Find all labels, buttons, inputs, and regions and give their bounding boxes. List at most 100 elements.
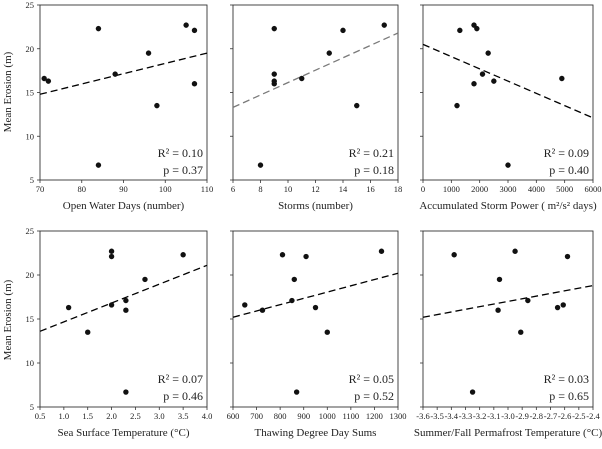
x-tick-label: 1300 <box>390 411 407 421</box>
data-point <box>560 302 566 308</box>
data-point <box>471 81 477 87</box>
data-point <box>505 162 511 168</box>
data-point <box>525 297 531 304</box>
y-tick-label: 25 <box>26 0 35 10</box>
x-tick-label: 16 <box>366 184 375 194</box>
x-tick-label: -3.3 <box>459 411 472 421</box>
data-point <box>474 25 480 32</box>
x-tick-label: 1000 <box>319 411 336 421</box>
x-tick-label: 1.0 <box>59 411 70 421</box>
data-point <box>271 25 277 32</box>
x-tick-label: 3000 <box>500 184 517 194</box>
p-value-label: p = 0.52 <box>354 389 394 403</box>
x-tick-label: 3.5 <box>178 411 189 421</box>
x-tick-label: 3.0 <box>154 411 165 421</box>
data-point <box>312 304 319 311</box>
panel-4: 0.5 1.0 1.5 2.0 2.5 3.0 3.5 4.0 5 10 15 20 25 R² = 0.… <box>26 226 213 439</box>
data-point <box>564 253 571 260</box>
y-tick-label: 5 <box>30 402 34 412</box>
x-tick-label: 0 <box>421 184 425 194</box>
trendline <box>39 52 208 95</box>
p-value-label: p = 0.37 <box>163 163 203 177</box>
y-axis-title-top-row: Mean Erosion (m) <box>2 51 14 132</box>
y-axis-title-bottom-row: Mean Erosion (m) <box>2 279 14 360</box>
data-point <box>354 102 360 109</box>
data-point <box>324 329 330 335</box>
x-tick-label: 5000 <box>556 184 573 194</box>
data-point <box>191 27 198 34</box>
p-value-label: p = 0.40 <box>549 163 589 177</box>
x-axis-title: Open Water Days (number) <box>63 200 185 212</box>
data-point <box>559 75 565 82</box>
trendline <box>232 32 399 108</box>
data-point <box>303 253 309 260</box>
data-point <box>479 71 486 77</box>
data-point <box>495 307 501 313</box>
y-tick-label: 10 <box>26 131 35 141</box>
r-squared-label: R² = 0.09 <box>544 146 589 160</box>
data-point <box>108 253 115 260</box>
data-point <box>123 297 129 304</box>
x-tick-label: -3.1 <box>487 411 500 421</box>
x-tick-label: 100 <box>159 184 172 194</box>
y-tick-label: 5 <box>30 175 34 185</box>
data-point <box>154 102 160 109</box>
x-tick-label: 0.5 <box>35 411 46 421</box>
trendline <box>39 264 208 332</box>
x-tick-label: -2.7 <box>544 411 557 421</box>
data-point <box>257 162 264 168</box>
data-point <box>95 162 102 168</box>
data-point <box>299 75 305 82</box>
x-tick-label: 6 <box>231 184 235 194</box>
x-tick-label: 600 <box>227 411 240 421</box>
y-tick-label: 20 <box>26 270 35 280</box>
data-point <box>518 329 524 335</box>
data-point <box>457 27 463 34</box>
x-axis-title: Accumulated Storm Power ( m²/s² days) <box>419 200 597 212</box>
data-point <box>496 276 503 283</box>
x-tick-label: 1.5 <box>82 411 93 421</box>
x-tick-label: 800 <box>274 411 287 421</box>
x-axis-title: Summer/Fall Permafrost Temperature (°C) <box>414 427 602 439</box>
p-value-label: p = 0.65 <box>549 389 589 403</box>
x-axis-title: Thawing Degree Day Sums <box>255 427 377 439</box>
data-point <box>183 22 189 28</box>
panel-2: 6 8 10 12 14 16 18 R² = 0.21 p = 0.18 Storms (num… <box>230 4 402 212</box>
data-point <box>381 22 387 28</box>
x-tick-label: 70 <box>36 184 45 194</box>
x-tick-label: 4000 <box>528 184 545 194</box>
r-squared-label: R² = 0.10 <box>158 146 203 160</box>
y-tick-label: 20 <box>26 44 35 54</box>
data-point <box>469 389 476 395</box>
x-tick-label: 2.0 <box>106 411 117 421</box>
y-tick-label: 15 <box>26 314 35 324</box>
data-point <box>378 248 385 254</box>
r-squared-label: R² = 0.21 <box>349 146 394 160</box>
p-value-label: p = 0.18 <box>354 163 394 177</box>
data-point <box>259 307 266 313</box>
x-tick-label: -3.6 <box>416 411 429 421</box>
x-tick-label: 900 <box>297 411 310 421</box>
data-point <box>340 27 346 34</box>
x-tick-label: 1200 <box>366 411 383 421</box>
x-axis-title: Sea Surface Temperature (°C) <box>57 427 189 439</box>
data-point <box>142 276 148 283</box>
x-tick-label: 10 <box>284 184 293 194</box>
data-point <box>289 297 295 304</box>
data-point <box>65 304 72 311</box>
data-point <box>85 329 91 335</box>
data-point <box>180 252 186 258</box>
data-point <box>291 276 297 283</box>
x-tick-label: -2.8 <box>530 411 543 421</box>
data-point <box>485 50 491 56</box>
panel-1: 70 80 90 100 110 5 10 15 20 25 R² = 0.10 p = 0.37 Op… <box>26 0 214 212</box>
panel-5: 600 700 800 900 1000 1100 1200 1300 R² = 0.05 p =… <box>227 230 407 439</box>
data-point <box>41 75 47 82</box>
r-squared-label: R² = 0.03 <box>544 372 589 386</box>
x-tick-label: 6000 <box>585 184 602 194</box>
x-tick-label: 2.5 <box>130 411 141 421</box>
data-point <box>95 25 102 32</box>
x-tick-label: -2.5 <box>572 411 585 421</box>
y-tick-label: 10 <box>26 358 35 368</box>
